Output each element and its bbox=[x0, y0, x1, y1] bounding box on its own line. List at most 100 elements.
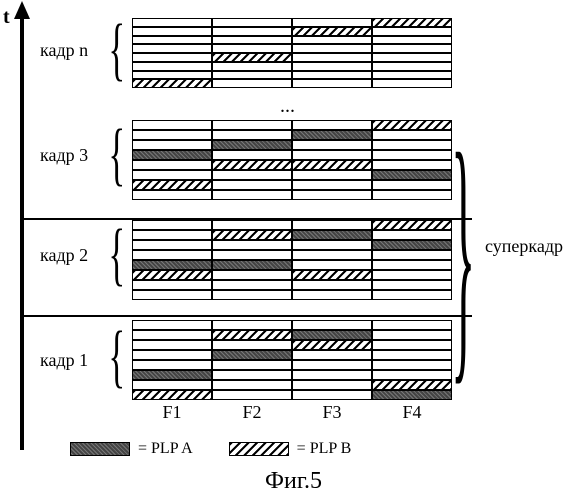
cell bbox=[292, 180, 372, 190]
cell bbox=[132, 130, 212, 140]
cell bbox=[212, 250, 292, 260]
cell bbox=[292, 44, 372, 53]
frame-col bbox=[212, 120, 292, 200]
cell bbox=[132, 18, 212, 27]
cell bbox=[212, 79, 292, 88]
cell bbox=[292, 240, 372, 250]
xlabel-f4: F4 bbox=[372, 402, 452, 423]
cell bbox=[212, 36, 292, 45]
cell bbox=[372, 53, 452, 62]
cell bbox=[292, 380, 372, 390]
cell bbox=[292, 390, 372, 400]
cell bbox=[212, 18, 292, 27]
cell bbox=[372, 130, 452, 140]
cell bbox=[372, 320, 452, 330]
cell bbox=[132, 320, 212, 330]
cell bbox=[212, 280, 292, 290]
time-axis bbox=[20, 10, 24, 450]
cell bbox=[292, 71, 372, 80]
cell bbox=[132, 120, 212, 130]
cell bbox=[132, 290, 212, 300]
cell bbox=[372, 62, 452, 71]
cell bbox=[292, 350, 372, 360]
cell bbox=[372, 18, 452, 27]
cell bbox=[292, 170, 372, 180]
cell bbox=[292, 190, 372, 200]
cell bbox=[372, 190, 452, 200]
cell bbox=[372, 230, 452, 240]
cell bbox=[372, 180, 452, 190]
cell bbox=[292, 260, 372, 270]
cell bbox=[292, 120, 372, 130]
cell bbox=[212, 53, 292, 62]
figure-caption: Фиг.5 bbox=[0, 468, 587, 495]
cell bbox=[292, 360, 372, 370]
cell bbox=[372, 120, 452, 130]
x-axis-labels: F1 F2 F3 F4 bbox=[132, 402, 452, 423]
frame-grid-n bbox=[132, 18, 452, 88]
frame-col bbox=[212, 320, 292, 400]
cell bbox=[212, 380, 292, 390]
frame-col bbox=[372, 18, 452, 88]
time-axis-label: t bbox=[3, 6, 10, 29]
cell bbox=[212, 180, 292, 190]
cell bbox=[372, 79, 452, 88]
time-axis-arrow bbox=[14, 1, 30, 19]
xlabel-f1: F1 bbox=[132, 402, 212, 423]
frame-col bbox=[212, 18, 292, 88]
frame-col bbox=[132, 18, 212, 88]
cell bbox=[212, 220, 292, 230]
cell bbox=[212, 71, 292, 80]
cell bbox=[132, 190, 212, 200]
frame-label-2: кадр 2 bbox=[40, 245, 88, 266]
cell bbox=[212, 150, 292, 160]
cell bbox=[292, 280, 372, 290]
cell bbox=[372, 44, 452, 53]
cell bbox=[292, 53, 372, 62]
cell bbox=[212, 390, 292, 400]
cell bbox=[132, 270, 212, 280]
superframe-label: суперкадр bbox=[485, 236, 563, 257]
cell bbox=[292, 250, 372, 260]
cell bbox=[372, 380, 452, 390]
frame-col bbox=[292, 320, 372, 400]
cell bbox=[372, 360, 452, 370]
frame-divider-21 bbox=[24, 315, 472, 317]
cell bbox=[292, 130, 372, 140]
cell bbox=[372, 260, 452, 270]
superframe-brace: } bbox=[451, 112, 475, 392]
cell bbox=[132, 380, 212, 390]
xlabel-f3: F3 bbox=[292, 402, 372, 423]
frame-grid-1 bbox=[132, 320, 452, 400]
cell bbox=[372, 330, 452, 340]
cell bbox=[212, 320, 292, 330]
legend-text-plpa: = PLP A bbox=[138, 440, 193, 458]
cell bbox=[292, 160, 372, 170]
cell bbox=[132, 250, 212, 260]
frame-col bbox=[372, 320, 452, 400]
cell bbox=[292, 27, 372, 36]
cell bbox=[212, 290, 292, 300]
cell bbox=[292, 140, 372, 150]
diagram-canvas: t кадр n { ... кадр 3 { кадр 2 { кадр 1 … bbox=[0, 0, 587, 500]
frame-label-3: кадр 3 bbox=[40, 145, 88, 166]
cell bbox=[292, 36, 372, 45]
cell bbox=[212, 350, 292, 360]
cell bbox=[212, 27, 292, 36]
cell bbox=[132, 370, 212, 380]
cell bbox=[292, 220, 372, 230]
frame-label-n: кадр n bbox=[40, 40, 88, 61]
frame-col bbox=[372, 220, 452, 300]
legend-swatch-plpa bbox=[70, 442, 130, 456]
cell bbox=[372, 150, 452, 160]
cell bbox=[292, 340, 372, 350]
frame-label-1: кадр 1 bbox=[40, 350, 88, 371]
cell bbox=[372, 340, 452, 350]
cell bbox=[212, 160, 292, 170]
frame-grid-3 bbox=[132, 120, 452, 200]
cell bbox=[132, 53, 212, 62]
cell bbox=[292, 370, 372, 380]
cell bbox=[212, 240, 292, 250]
cell bbox=[132, 340, 212, 350]
cell bbox=[212, 370, 292, 380]
